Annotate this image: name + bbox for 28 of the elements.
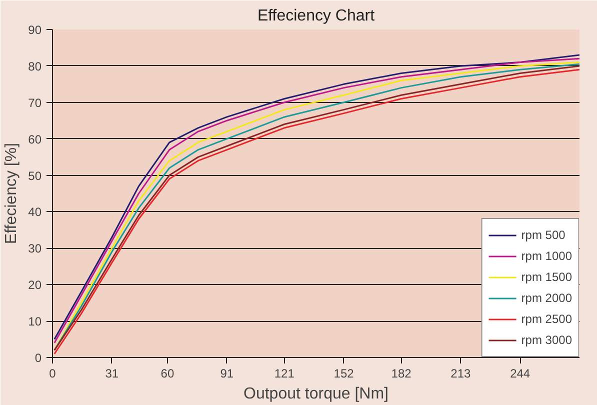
x-tick-label: 152: [334, 366, 354, 380]
x-tick-label: 60: [160, 366, 174, 380]
y-tick-label: 10: [28, 314, 42, 329]
x-tick-label: 91: [220, 366, 234, 380]
y-tick-label: 30: [28, 242, 42, 256]
y-tick-label: 40: [28, 205, 42, 220]
y-tick-label: 80: [28, 59, 42, 74]
x-tick-label: 182: [391, 366, 412, 380]
y-tick-label: 0: [34, 351, 42, 365]
x-tick-label: 213: [450, 366, 472, 380]
y-tick-label: 70: [28, 96, 42, 110]
legend-label: rpm 1000: [521, 249, 572, 263]
x-tick-label: 0: [49, 366, 56, 380]
y-tick-label: 50: [28, 168, 42, 183]
legend-label: rpm 2500: [521, 312, 572, 326]
x-axis-title: Outpout torque [Nm]: [244, 386, 388, 402]
y-tick-label: 20: [28, 278, 42, 292]
y-tick-label: 60: [28, 132, 42, 146]
legend-label: rpm 2000: [521, 291, 572, 305]
x-tick-label: 244: [510, 366, 530, 380]
x-tick-label: 121: [274, 366, 295, 380]
y-tick-label: 90: [28, 23, 42, 37]
legend-label: rpm 1500: [521, 270, 572, 284]
y-axis-title: Effeciency [%]: [3, 142, 20, 244]
chart-title: Effeciency Chart: [257, 8, 376, 24]
x-tick-label: 31: [105, 366, 119, 380]
legend-label: rpm 500: [521, 228, 566, 242]
legend-label: rpm 3000: [521, 333, 572, 347]
